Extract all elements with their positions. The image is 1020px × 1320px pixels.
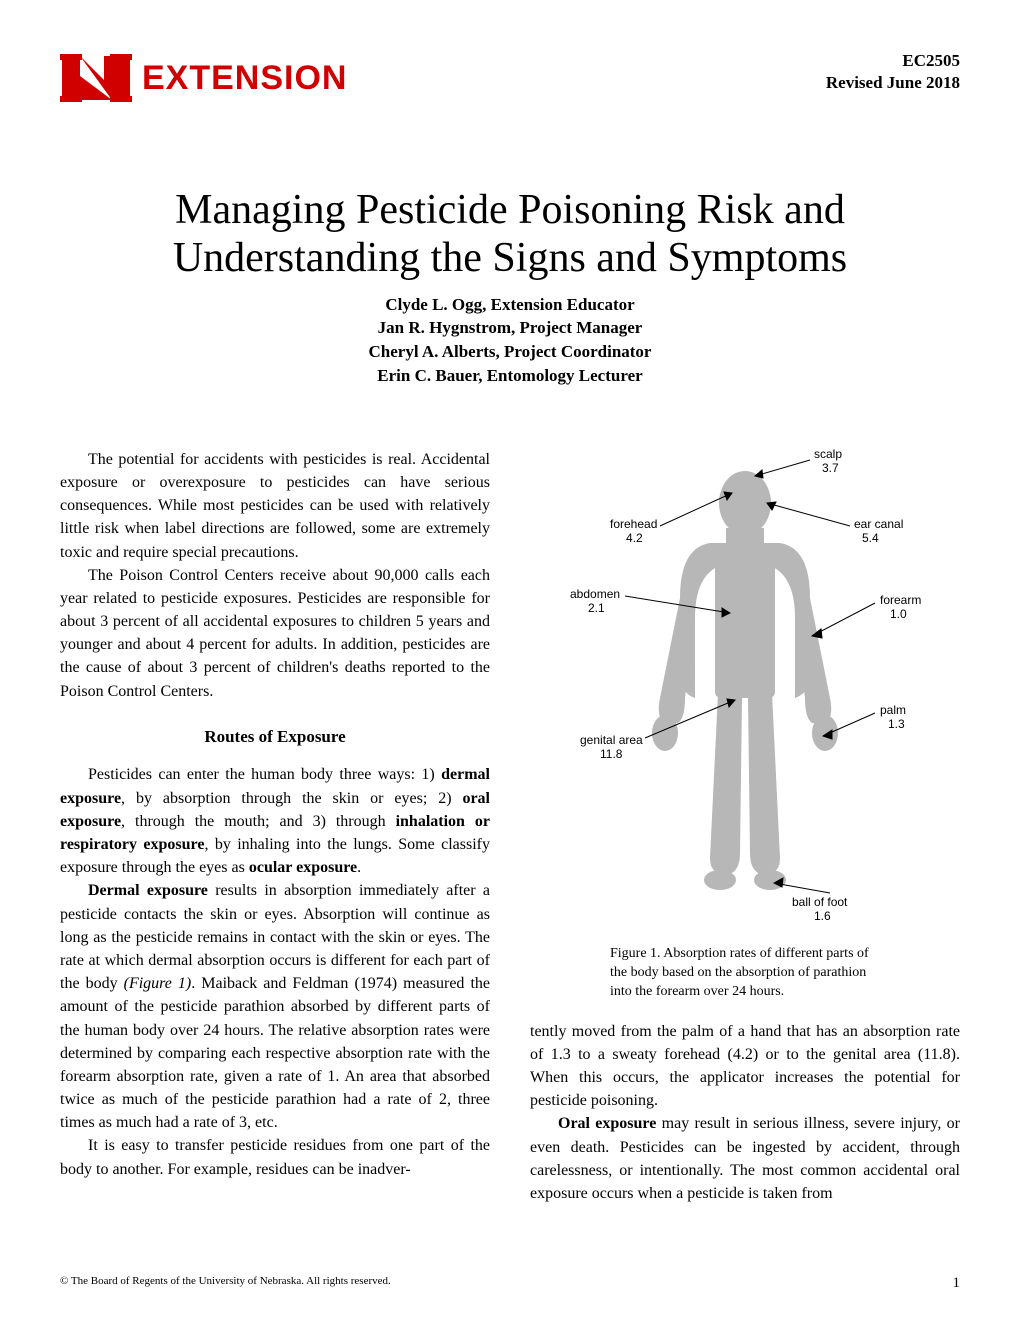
- svg-text:forearm: forearm: [880, 593, 921, 607]
- svg-text:ear canal: ear canal: [854, 517, 903, 531]
- text-run: .: [357, 859, 361, 876]
- doc-id-block: EC2505 Revised June 2018: [826, 50, 960, 94]
- paragraph: Pesticides can enter the human body thre…: [60, 763, 490, 879]
- italic-run: (Figure 1): [124, 975, 192, 992]
- bold-run: ocular exposure: [249, 859, 357, 876]
- author-line: Jan R. Hygnstrom, Project Manager: [60, 316, 960, 340]
- svg-text:forehead: forehead: [610, 517, 657, 531]
- svg-text:1.6: 1.6: [814, 909, 831, 923]
- text-run: Pesticides can enter the human body thre…: [88, 766, 441, 783]
- paragraph: Oral exposure may result in serious illn…: [530, 1112, 960, 1205]
- body-absorption-diagram: scalp 3.7 ear canal 5.4 forehead 4.2 abd…: [530, 448, 960, 928]
- svg-text:1.3: 1.3: [888, 717, 905, 731]
- right-column: scalp 3.7 ear canal 5.4 forehead 4.2 abd…: [530, 448, 960, 1205]
- author-line: Clyde L. Ogg, Extension Educator: [60, 293, 960, 317]
- figure-caption: Figure 1. Absorption rates of different …: [610, 945, 870, 1002]
- extension-wordmark: EXTENSION: [142, 59, 347, 98]
- header: EXTENSION EC2505 Revised June 2018: [60, 50, 960, 106]
- svg-text:scalp: scalp: [814, 448, 842, 461]
- text-run: . Maiback and Feldman (1974) measured th…: [60, 975, 490, 1131]
- svg-text:5.4: 5.4: [862, 531, 879, 545]
- bold-run: Dermal exposure: [88, 882, 208, 899]
- body-columns: The potential for accidents with pestici…: [60, 448, 960, 1205]
- paragraph: Dermal exposure results in absorption im…: [60, 879, 490, 1134]
- doc-code: EC2505: [826, 50, 960, 72]
- text-run: , by absorption through the skin or eyes…: [121, 790, 462, 807]
- section-heading: Routes of Exposure: [60, 725, 490, 750]
- svg-text:ball of foot: ball of foot: [792, 895, 848, 909]
- figure-1: scalp 3.7 ear canal 5.4 forehead 4.2 abd…: [530, 448, 960, 1002]
- copyright-text: © The Board of Regents of the University…: [60, 1275, 391, 1292]
- paragraph: It is easy to transfer pesticide residue…: [60, 1134, 490, 1180]
- logo-block: EXTENSION: [60, 50, 347, 106]
- page-title: Managing Pesticide Poisoning Risk and Un…: [110, 186, 910, 283]
- left-column: The potential for accidents with pestici…: [60, 448, 490, 1205]
- author-line: Cheryl A. Alberts, Project Coordinator: [60, 340, 960, 364]
- page-number: 1: [953, 1275, 961, 1292]
- svg-text:abdomen: abdomen: [570, 587, 620, 601]
- page-root: EXTENSION EC2505 Revised June 2018 Manag…: [0, 0, 1020, 1320]
- svg-text:palm: palm: [880, 703, 906, 717]
- paragraph: tently moved from the palm of a hand tha…: [530, 1020, 960, 1113]
- nebraska-n-icon: [60, 50, 132, 106]
- svg-text:3.7: 3.7: [822, 461, 839, 475]
- doc-revision: Revised June 2018: [826, 72, 960, 94]
- bold-run: Oral exposure: [558, 1115, 656, 1132]
- title-block: Managing Pesticide Poisoning Risk and Un…: [60, 186, 960, 388]
- svg-text:2.1: 2.1: [588, 601, 605, 615]
- svg-text:genital area: genital area: [580, 733, 643, 747]
- svg-text:1.0: 1.0: [890, 607, 907, 621]
- svg-text:4.2: 4.2: [626, 531, 643, 545]
- svg-text:11.8: 11.8: [600, 747, 623, 761]
- paragraph: The Poison Control Centers receive about…: [60, 564, 490, 703]
- footer: © The Board of Regents of the University…: [60, 1275, 960, 1292]
- authors-block: Clyde L. Ogg, Extension Educator Jan R. …: [60, 293, 960, 388]
- author-line: Erin C. Bauer, Entomology Lecturer: [60, 364, 960, 388]
- text-run: , through the mouth; and 3) through: [121, 813, 396, 830]
- paragraph: The potential for accidents with pestici…: [60, 448, 490, 564]
